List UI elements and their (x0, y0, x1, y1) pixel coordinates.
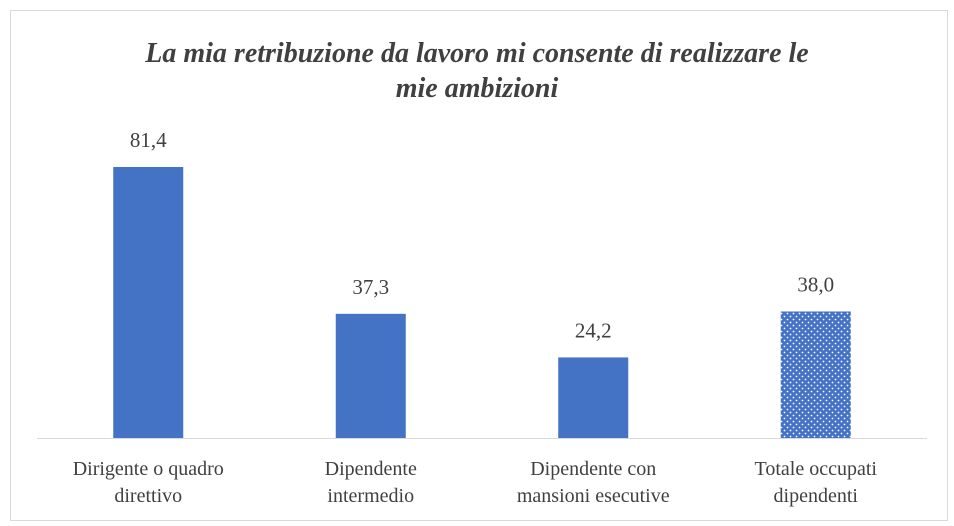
bar (335, 313, 406, 438)
x-tick-label: Dipendente con mansioni esecutive (516, 458, 670, 507)
bar (558, 357, 629, 438)
bar (113, 167, 184, 438)
x-tick-label: Dirigente o quadro direttivo (72, 458, 224, 507)
value-label: 24,2 (575, 318, 612, 342)
chart-border (10, 10, 948, 521)
value-label: 38,0 (797, 272, 834, 296)
bar (780, 311, 851, 438)
x-tick-label: Dipendente intermedio (324, 458, 417, 507)
value-label: 37,3 (352, 275, 389, 299)
value-label: 81,4 (130, 128, 167, 152)
x-tick-label: Totale occupati dipendenti (754, 458, 877, 507)
chart-title: La mia retribuzione da lavoro mi consent… (145, 38, 809, 104)
